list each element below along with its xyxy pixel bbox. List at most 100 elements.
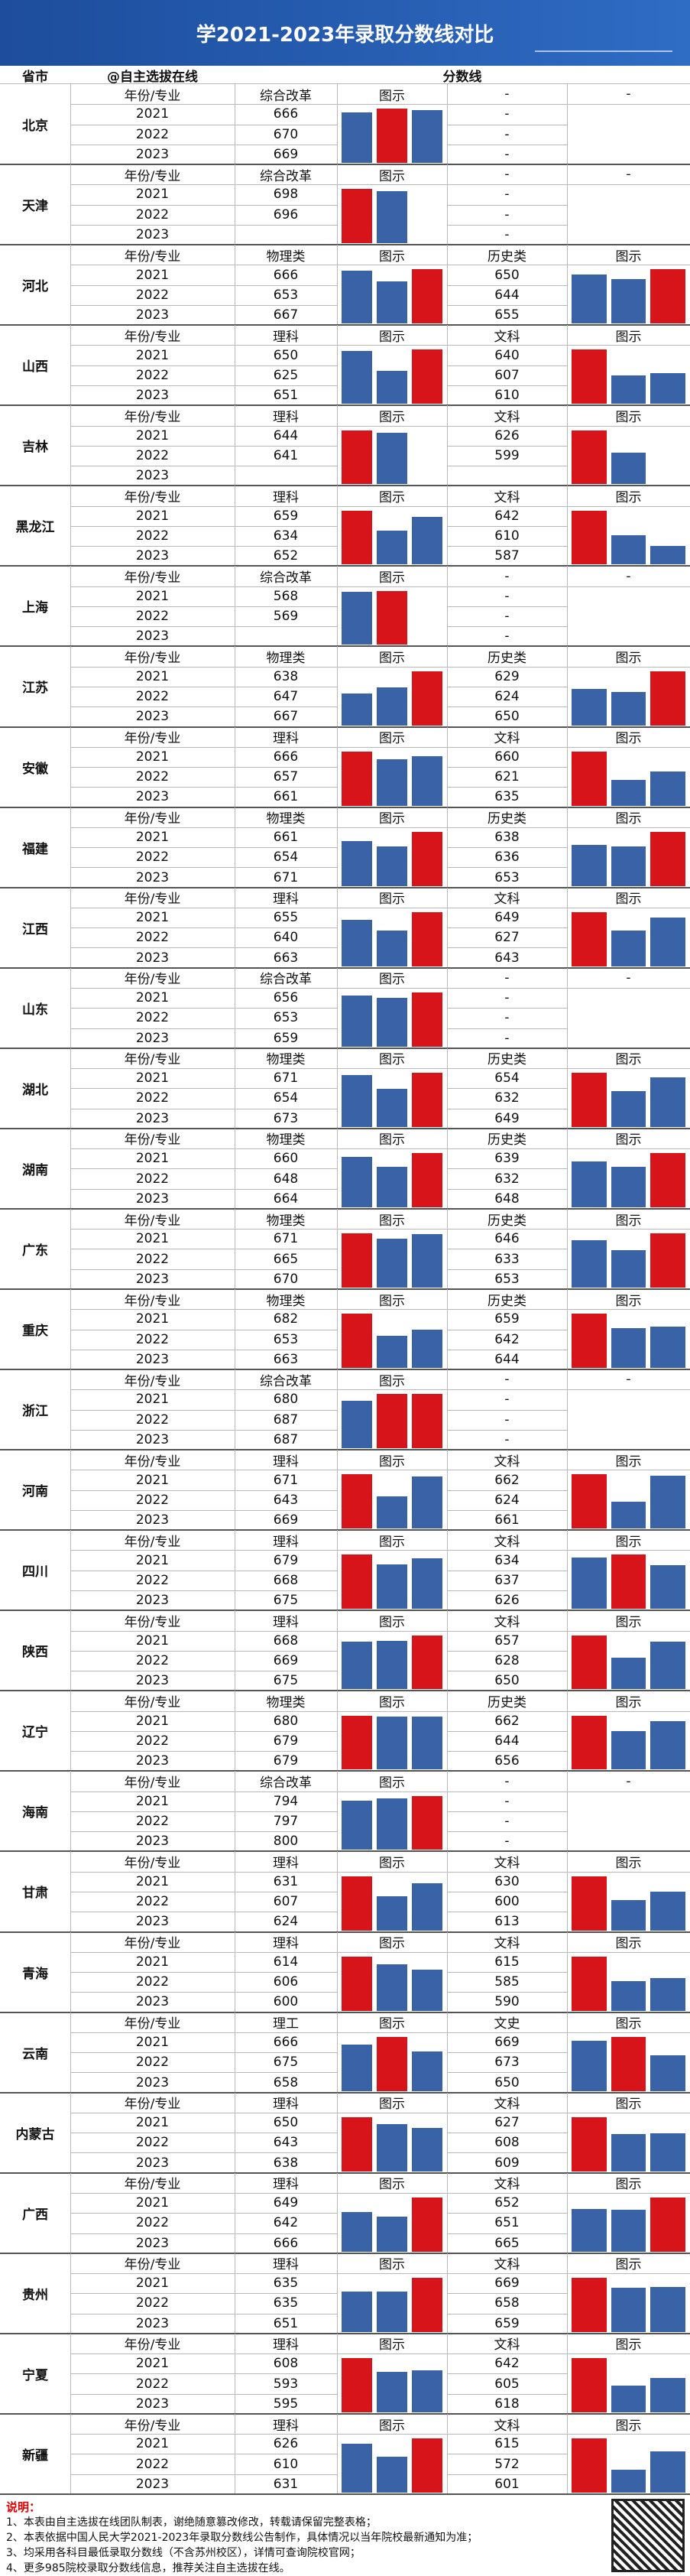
row-line xyxy=(235,1309,447,1311)
score: 635 xyxy=(494,789,520,805)
subject: 文科 xyxy=(494,1856,520,1872)
bar xyxy=(572,751,607,806)
v-line xyxy=(567,1369,568,1450)
chart-label: 图示 xyxy=(379,1694,405,1710)
score: 655 xyxy=(494,307,520,323)
v-line xyxy=(447,1691,448,1772)
row-line xyxy=(447,2474,567,2475)
year: 2021 xyxy=(135,910,170,926)
score: 618 xyxy=(494,2396,520,2412)
row-line xyxy=(447,1008,567,1009)
year-header: 年份/专业 xyxy=(124,409,181,425)
bar xyxy=(572,1876,607,1931)
row-line xyxy=(235,586,447,587)
year: 2021 xyxy=(135,1713,170,1729)
v-line xyxy=(70,887,71,968)
score: 654 xyxy=(273,849,299,866)
row-line xyxy=(447,2072,567,2074)
row-line xyxy=(70,425,235,427)
v-line xyxy=(337,726,338,807)
row-line xyxy=(447,204,567,206)
score: 568 xyxy=(273,588,299,604)
bar xyxy=(611,2209,646,2252)
row-line xyxy=(447,1229,690,1230)
v-line xyxy=(447,164,448,245)
row-line xyxy=(447,1389,690,1391)
year: 2023 xyxy=(135,950,170,966)
chart-label: 图示 xyxy=(379,1534,405,1550)
bar xyxy=(342,430,372,485)
score: 590 xyxy=(494,1994,520,2010)
score: 629 xyxy=(494,668,520,684)
score: 679 xyxy=(273,1552,299,1568)
row-line xyxy=(235,767,337,768)
bar xyxy=(650,1153,685,1207)
score: 600 xyxy=(494,1894,520,1910)
subject: - xyxy=(504,970,510,986)
year: 2022 xyxy=(135,849,170,866)
row-line xyxy=(70,1148,235,1150)
score: 656 xyxy=(494,1753,520,1769)
bar xyxy=(572,1073,607,1127)
score: 634 xyxy=(494,1552,520,1568)
subject: 理科 xyxy=(273,329,299,345)
v-line xyxy=(567,245,568,326)
year: 2023 xyxy=(135,1271,170,1287)
row-line xyxy=(235,1489,337,1491)
year: 2021 xyxy=(135,1392,170,1408)
year: 2023 xyxy=(135,1753,170,1769)
score: 661 xyxy=(273,789,299,805)
year: 2022 xyxy=(135,1894,170,1910)
score: 649 xyxy=(273,2195,299,2211)
bar xyxy=(611,2287,646,2332)
score: 610 xyxy=(494,388,520,404)
row-line xyxy=(235,2213,337,2214)
v-line xyxy=(70,566,71,647)
bar xyxy=(611,930,646,966)
subject: 综合改革 xyxy=(260,1373,312,1389)
row-line xyxy=(70,525,235,527)
col-header: 分数线 xyxy=(442,69,482,85)
row-line xyxy=(447,666,690,668)
row-line xyxy=(235,606,337,607)
subject: 综合改革 xyxy=(260,1775,312,1792)
row-line xyxy=(447,505,690,507)
row-line xyxy=(70,867,235,869)
score: 665 xyxy=(273,1251,299,1267)
province-line xyxy=(0,1931,690,1933)
bar xyxy=(412,517,442,565)
year: 2021 xyxy=(135,1472,170,1488)
subject: 理科 xyxy=(273,1534,299,1550)
v-line xyxy=(337,2172,338,2253)
chart-label: 图示 xyxy=(379,2097,405,2113)
v-line xyxy=(567,325,568,406)
year: 2023 xyxy=(135,789,170,805)
row-line xyxy=(235,1008,337,1009)
bar xyxy=(377,1088,407,1127)
subject: 物理类 xyxy=(266,651,306,667)
subject: - xyxy=(504,1773,510,1789)
chart-label: 图示 xyxy=(615,2257,642,2273)
bar xyxy=(342,270,372,324)
chart-label: 图示 xyxy=(379,570,405,586)
subject: 物理类 xyxy=(266,1052,306,1068)
year: 2022 xyxy=(135,2055,170,2071)
v-line xyxy=(70,1771,71,1852)
v-line xyxy=(567,1289,568,1370)
score: 654 xyxy=(494,1070,520,1087)
year: 2023 xyxy=(135,629,170,645)
bar xyxy=(650,2055,685,2091)
bar xyxy=(611,2133,646,2172)
row-line xyxy=(70,1088,235,1090)
score: 637 xyxy=(494,1572,520,1588)
row-line xyxy=(235,2193,447,2194)
subject: - xyxy=(504,167,510,183)
subject: 理科 xyxy=(273,1614,299,1630)
score: 660 xyxy=(273,1151,299,1167)
row-line xyxy=(447,385,567,386)
bar xyxy=(611,1502,646,1529)
chart-label: 图示 xyxy=(379,1052,405,1068)
province-name: 海南 xyxy=(22,1805,48,1821)
year: 2023 xyxy=(135,548,170,564)
subject: 文科 xyxy=(494,892,520,908)
